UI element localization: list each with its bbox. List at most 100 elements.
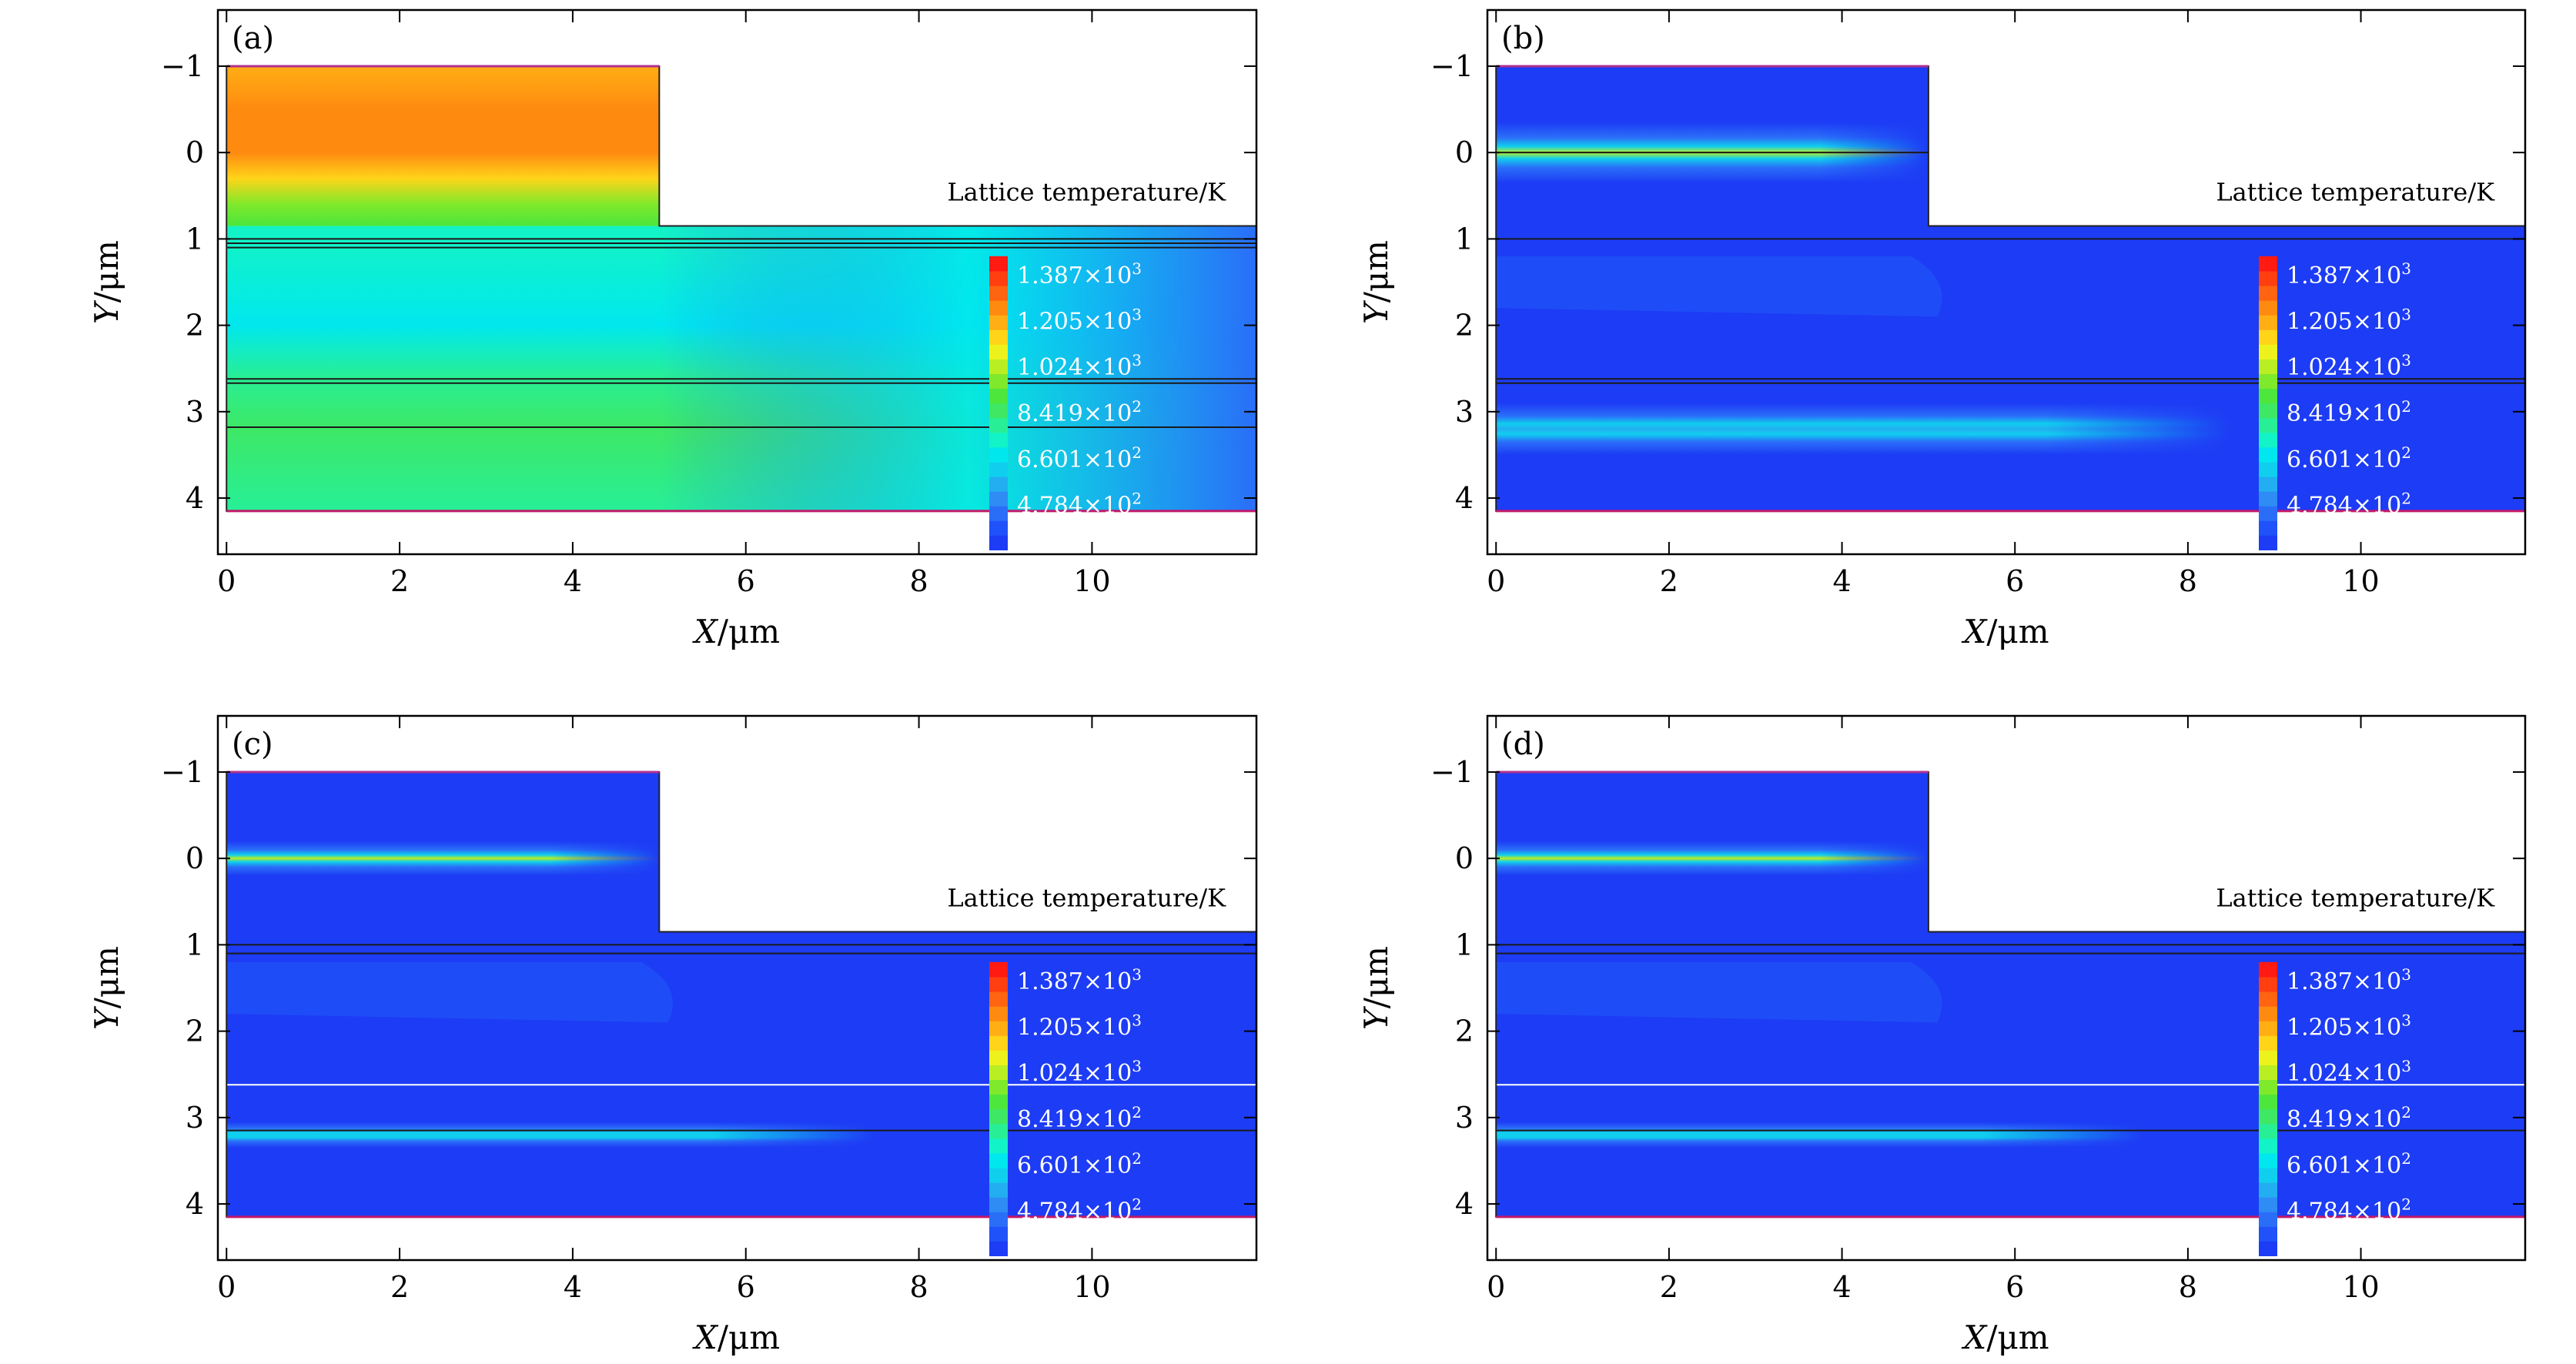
x-tick-label: 6 (737, 1270, 755, 1304)
y-tick-label: 4 (1455, 1187, 1474, 1221)
colorbar-swatch (989, 1197, 1008, 1212)
colorbar-title: Lattice temperature/K (947, 178, 1226, 207)
colorbar-swatch (2259, 535, 2277, 550)
axes-frame (216, 714, 1258, 1262)
colorbar-swatch (989, 1167, 1008, 1183)
colorbar-tick-label: 1.024×103 (1017, 351, 1142, 381)
x-tick-label: 2 (1660, 1270, 1678, 1304)
colorbar-swatch (2259, 315, 2277, 330)
colorbar: 1.387×103 1.205×103 1.024×103 8.419×102 6.60… (989, 256, 1142, 550)
colorbar-swatch (989, 344, 1008, 359)
colorbar-swatch (2259, 976, 2277, 992)
colorbar-tick-label: 1.024×103 (2287, 1057, 2411, 1087)
colorbar-tick-label: 4.784×102 (2287, 490, 2411, 520)
colorbar-tick-label: 1.024×103 (2287, 351, 2411, 381)
colorbar-swatch (989, 1079, 1008, 1095)
colorbar-swatch (989, 1006, 1008, 1021)
colorbar-swatch (2259, 506, 2277, 521)
y-tick-label: 0 (186, 841, 204, 875)
colorbar-tick-label: 1.024×103 (1017, 1057, 1142, 1087)
colorbar-swatch (989, 1021, 1008, 1036)
colorbar-swatch (2259, 417, 2277, 433)
colorbar-swatch (989, 403, 1008, 419)
colorbar-swatch (2259, 285, 2277, 301)
colorbar-swatch (2259, 446, 2277, 463)
hot-band (226, 841, 660, 876)
hot-band (1496, 1122, 2145, 1148)
colorbar-swatch (2259, 1152, 2277, 1168)
colorbar-swatch (2259, 491, 2277, 506)
colorbar-swatch (2259, 388, 2277, 404)
y-tick-label: 1 (186, 928, 204, 961)
x-tick-label: 0 (217, 1270, 236, 1304)
colorbar: 1.387×103 1.205×103 1.024×103 8.419×102 6.60… (989, 961, 1142, 1256)
x-tick-label: 0 (1487, 1270, 1505, 1304)
x-tick-label: 8 (2179, 564, 2197, 598)
colorbar-swatch (989, 520, 1008, 536)
hot-band (226, 1122, 876, 1148)
colorbar-swatch (2259, 1006, 2277, 1021)
panel-b: 0 2 4 6 8 10 −1 0 1 2 3 4 X/μm Y/μm (b) Lattice tempera… (1357, 8, 2527, 650)
colorbar-swatch (989, 1050, 1008, 1065)
colorbar-swatch (989, 417, 1008, 433)
colorbar-tick-label: 1.387×103 (1017, 259, 1142, 289)
y-tick-label: −1 (161, 49, 204, 83)
hot-band (1496, 841, 1929, 876)
axes-frame (216, 8, 1258, 556)
colorbar-swatch (2259, 461, 2277, 477)
y-tick-label: 2 (1455, 309, 1474, 343)
colorbar: 1.387×103 1.205×103 1.024×103 8.419×102 6.60… (2259, 256, 2411, 550)
x-tick-label: 8 (909, 564, 928, 598)
colorbar-swatch (989, 388, 1008, 404)
x-axis-label: X/μm (692, 1319, 780, 1356)
x-tick-label: 4 (564, 564, 582, 598)
y-tick-label: 2 (1455, 1015, 1474, 1048)
colorbar-swatch (989, 1065, 1008, 1081)
colorbar-swatch (2259, 520, 2277, 536)
ridge-field (226, 65, 660, 226)
colorbar-swatch (989, 1123, 1008, 1139)
x-tick-label: 2 (390, 564, 409, 598)
colorbar-swatch (2259, 1167, 2277, 1183)
colorbar-tick-label: 6.601×102 (1017, 1149, 1142, 1179)
y-tick-label: 1 (1455, 928, 1474, 961)
y-tick-label: 3 (1455, 395, 1474, 429)
colorbar-swatch (989, 300, 1008, 316)
colorbar-tick-label: 1.205×103 (1017, 1011, 1142, 1041)
colorbar-tick-label: 1.387×103 (1017, 965, 1142, 995)
panel-d: 0 2 4 6 8 10 −1 0 1 2 3 4 X/μm Y/μm (d) Lattice tempera… (1357, 714, 2527, 1356)
colorbar-swatch (989, 961, 1008, 978)
colorbar-swatch (989, 1035, 1008, 1051)
y-tick-label: 3 (1455, 1101, 1474, 1135)
y-tick-label: 2 (186, 309, 204, 343)
colorbar-tick-label: 6.601×102 (2287, 1149, 2411, 1179)
colorbar-swatch (989, 1182, 1008, 1198)
colorbar-swatch (989, 270, 1008, 286)
x-tick-label: 4 (564, 1270, 582, 1304)
colorbar-swatch (989, 535, 1008, 550)
y-tick-label: −1 (161, 755, 204, 789)
colorbar-swatch (2259, 1241, 2277, 1256)
panel-label: (d) (1501, 727, 1545, 762)
colorbar-swatch (2259, 1212, 2277, 1227)
colorbar-swatch (2259, 270, 2277, 286)
colorbar-swatch (2259, 403, 2277, 419)
colorbar-swatch (989, 329, 1008, 345)
colorbar-tick-label: 8.419×102 (2287, 1103, 2411, 1133)
x-tick-label: 8 (2179, 1270, 2197, 1304)
colorbar-swatch (989, 1241, 1008, 1256)
colorbar-swatch (2259, 373, 2277, 389)
x-tick-label: 10 (2342, 564, 2379, 598)
y-tick-label: 3 (186, 395, 204, 429)
panel-a: 0 2 4 6 8 10 −1 0 1 2 3 4 X/μm Y/μm (a) Lattice tempera… (88, 8, 1258, 650)
y-tick-label: 3 (186, 1101, 204, 1135)
panel-c: 0 2 4 6 8 10 −1 0 1 2 3 4 X/μm Y/μm (c) Lattice tempera… (88, 714, 1258, 1356)
colorbar-swatch (2259, 991, 2277, 1007)
colorbar-swatch (989, 359, 1008, 375)
colorbar-swatch (989, 256, 1008, 272)
x-tick-label: 4 (1832, 564, 1851, 598)
colorbar-tick-label: 1.205×103 (1017, 306, 1142, 336)
y-axis-label: Y/μm (88, 946, 125, 1030)
axes-frame (1486, 8, 2527, 556)
x-tick-label: 6 (737, 564, 755, 598)
